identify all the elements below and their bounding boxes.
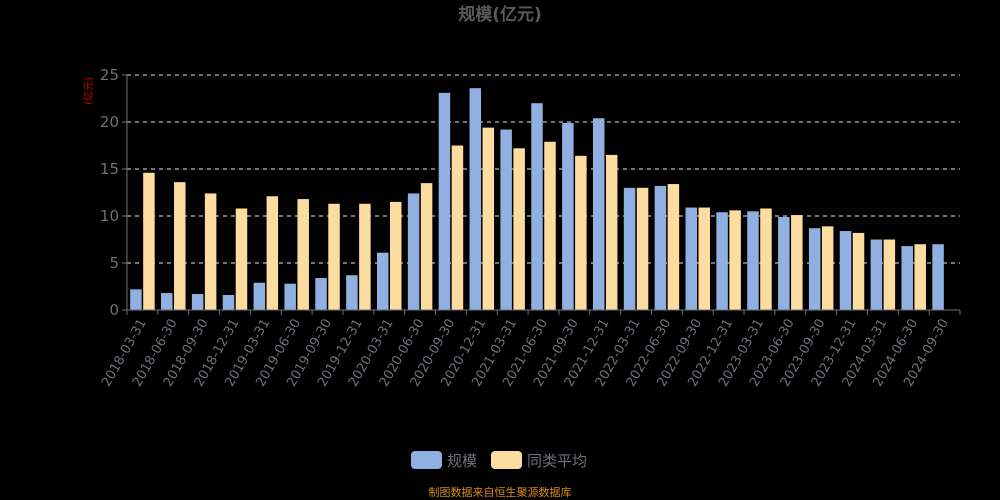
bar-scale[interactable] (870, 239, 883, 311)
bar-scale[interactable] (932, 244, 944, 310)
bar-scale[interactable] (253, 282, 266, 310)
bar-peer-average[interactable] (914, 244, 926, 310)
bar-peer-average[interactable] (760, 208, 772, 310)
bar-scale[interactable] (592, 118, 605, 311)
y-tick-label: 15 (100, 160, 119, 178)
bar-peer-average[interactable] (791, 215, 803, 310)
bar-peer-average[interactable] (575, 155, 587, 310)
x-axis-ticks: 2018-03-312018-06-302018-09-302018-12-31… (99, 310, 961, 389)
bar-scale[interactable] (808, 228, 821, 310)
bar-peer-average[interactable] (266, 196, 279, 310)
bar-scale[interactable] (747, 211, 759, 310)
bar-peer-average[interactable] (297, 199, 309, 310)
bar-scale[interactable] (130, 289, 142, 310)
bar-scale[interactable] (284, 283, 296, 310)
bar-peer-average[interactable] (420, 183, 433, 310)
bar-peer-average[interactable] (235, 208, 248, 310)
bar-scale[interactable] (562, 122, 574, 310)
bar-scale[interactable] (716, 212, 728, 310)
y-tick-label: 5 (109, 254, 119, 272)
bar-peer-average[interactable] (544, 141, 556, 310)
bars (130, 88, 944, 311)
bar-scale[interactable] (222, 294, 235, 310)
bar-peer-average[interactable] (451, 145, 464, 311)
bar-peer-average[interactable] (204, 193, 217, 310)
y-axis-ticks: 0 5 10 15 20 25 (100, 66, 127, 319)
axes (126, 75, 960, 311)
data-source-note: 制图数据来自恒生聚源数据库 (429, 485, 572, 499)
bar-scale[interactable] (376, 252, 389, 310)
bar-scale[interactable] (778, 216, 790, 310)
bar-peer-average[interactable] (605, 154, 618, 310)
bar-scale[interactable] (346, 275, 358, 310)
bar-peer-average[interactable] (667, 184, 680, 310)
bar-peer-average[interactable] (482, 127, 495, 310)
bar-peer-average[interactable] (389, 201, 402, 310)
bar-scale[interactable] (438, 92, 451, 310)
bar-scale[interactable] (315, 278, 327, 310)
bar-scale[interactable] (654, 185, 667, 310)
y-tick-label: 0 (109, 301, 119, 319)
bar-peer-average[interactable] (636, 187, 649, 310)
bar-peer-average[interactable] (174, 182, 186, 310)
chart-title: 规模(亿元) (458, 4, 542, 25)
bar-scale[interactable] (500, 129, 512, 310)
grid-lines (127, 74, 960, 264)
bar-scale[interactable] (531, 103, 543, 310)
bar-scale[interactable] (191, 294, 204, 310)
bar-peer-average[interactable] (359, 203, 371, 310)
bar-peer-average[interactable] (821, 226, 834, 310)
bar-peer-average[interactable] (852, 232, 865, 310)
legend[interactable]: 规模 同类平均 (411, 451, 587, 470)
bar-scale[interactable] (623, 187, 636, 310)
bar-scale[interactable] (161, 293, 173, 310)
legend-label[interactable]: 同类平均 (527, 452, 587, 470)
bar-peer-average[interactable] (513, 148, 525, 310)
bar-scale[interactable] (839, 231, 852, 310)
bar-scale[interactable] (685, 207, 698, 310)
y-tick-label: 20 (100, 113, 119, 131)
legend-label[interactable]: 规模 (447, 452, 477, 470)
bar-scale[interactable] (469, 88, 482, 310)
y-tick-label: 25 (100, 66, 119, 84)
y-tick-label: 10 (100, 207, 119, 225)
legend-swatch[interactable] (411, 451, 442, 469)
bar-scale[interactable] (901, 246, 913, 310)
bar-peer-average[interactable] (143, 172, 155, 310)
bar-peer-average[interactable] (698, 207, 711, 310)
bar-scale[interactable] (407, 193, 420, 310)
y-axis-unit-label: (亿元) (82, 77, 95, 105)
bar-peer-average[interactable] (883, 239, 896, 311)
legend-swatch[interactable] (491, 451, 522, 469)
bar-peer-average[interactable] (328, 203, 340, 310)
bar-peer-average[interactable] (729, 210, 741, 310)
